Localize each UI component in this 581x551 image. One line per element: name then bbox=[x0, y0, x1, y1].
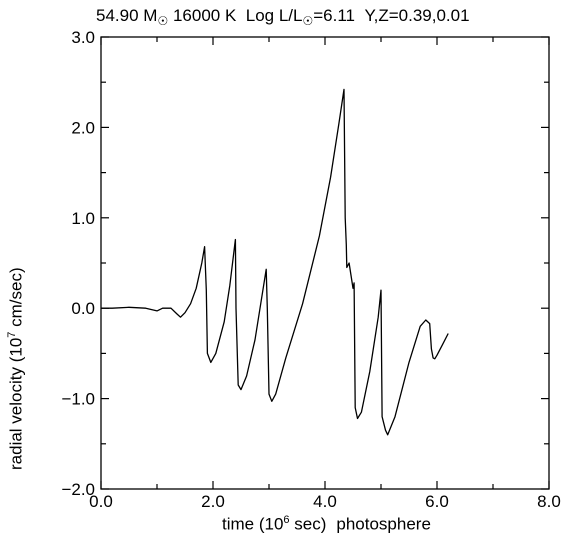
x-tick-label: 0.0 bbox=[89, 492, 113, 511]
y-tick-label: 3.0 bbox=[71, 28, 95, 47]
y-label-post: cm/sec) bbox=[6, 267, 26, 332]
chart-title: 54.90 M☉ 16000 K Log L/L☉=6.11 Y,Z=0.39,… bbox=[96, 6, 470, 28]
title-mass-unit: M bbox=[143, 6, 158, 25]
title-mass: 54.90 bbox=[96, 6, 139, 25]
y-label-pre: radial velocity (10 bbox=[6, 337, 26, 470]
title-luminosity-label: Log L/L bbox=[245, 6, 303, 25]
x-label-pre: time (10 bbox=[222, 514, 284, 534]
plot-frame bbox=[100, 36, 550, 490]
x-tick-label: 8.0 bbox=[537, 492, 561, 511]
title-temperature: 16000 K bbox=[172, 6, 237, 25]
x-axis-label: time (106 sec) photosphere bbox=[222, 514, 431, 535]
y-tick-label: 2.0 bbox=[71, 118, 95, 137]
y-axis-label: radial velocity (107 cm/sec) bbox=[6, 267, 27, 470]
sun-symbol-icon: ☉ bbox=[157, 14, 169, 28]
y-tick-label: −1.0 bbox=[61, 390, 95, 409]
x-label-exp: 6 bbox=[283, 514, 290, 526]
y-label-exp: 7 bbox=[6, 331, 18, 338]
title-luminosity-value: =6.11 bbox=[313, 6, 356, 25]
sun-symbol-icon: ☉ bbox=[302, 14, 314, 28]
x-tick-label: 2.0 bbox=[201, 492, 225, 511]
y-tick-label: −2.0 bbox=[61, 480, 95, 499]
x-tick-label: 6.0 bbox=[425, 492, 449, 511]
y-tick-label: 0.0 bbox=[71, 299, 95, 318]
x-label-extra: photosphere bbox=[336, 514, 431, 534]
y-tick-label: 1.0 bbox=[71, 209, 95, 228]
velocity-series-line bbox=[101, 88, 449, 436]
title-composition: Y,Z=0.39,0.01 bbox=[364, 6, 470, 25]
x-label-post: sec) bbox=[289, 514, 327, 534]
x-tick-label: 4.0 bbox=[313, 492, 337, 511]
